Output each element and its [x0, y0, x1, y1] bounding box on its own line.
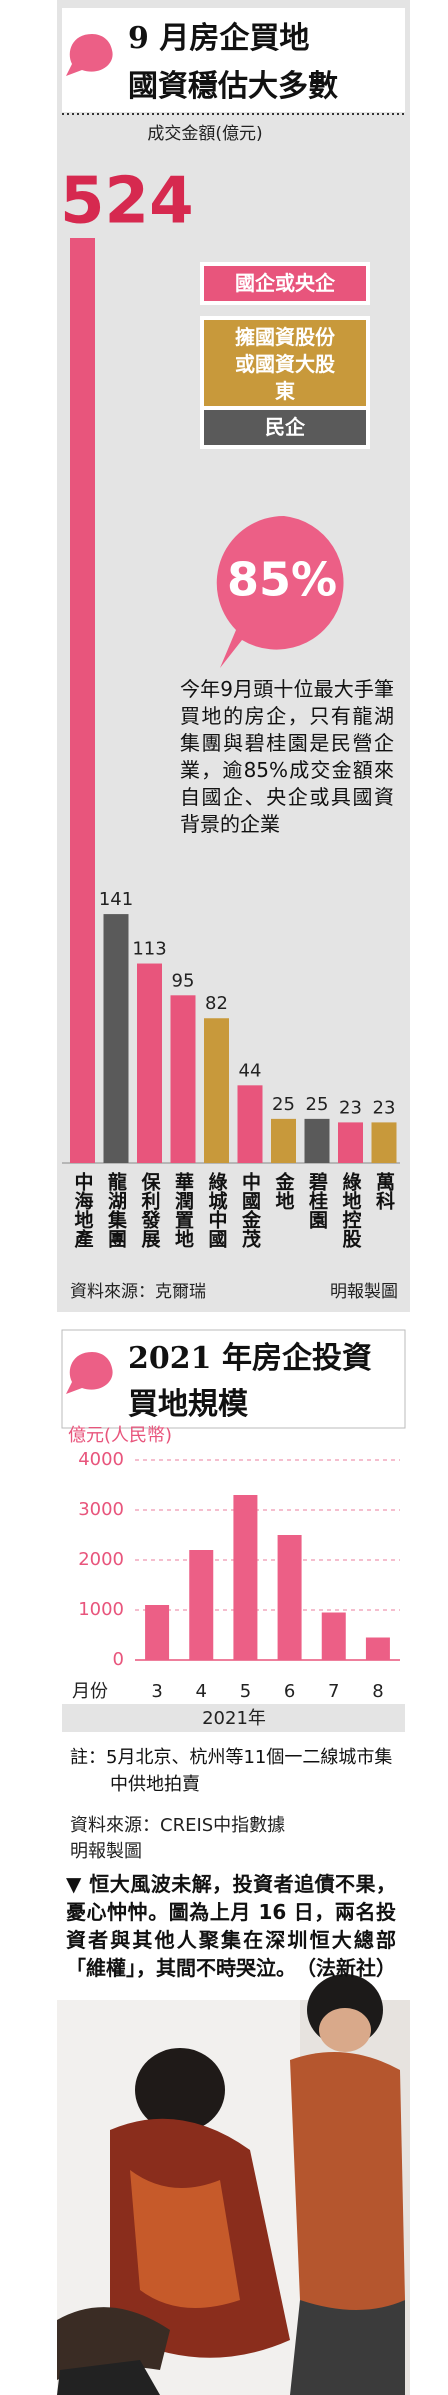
bar	[277, 1535, 302, 1660]
bar	[338, 1122, 363, 1163]
chart-title: 買地規模	[128, 1387, 248, 1422]
bar	[237, 1085, 263, 1163]
annotation: 今年9月頭十位最大手筆買地的房企，只有龍湖集團與碧桂園是民營企業，逾85%成交金…	[180, 677, 394, 836]
x-tick-label: 碧桂園	[306, 1171, 329, 1230]
title-box	[61, 1329, 406, 1429]
photo	[57, 1974, 410, 2395]
bar	[189, 1550, 214, 1660]
value-label: 95	[172, 970, 195, 991]
x-tick-label: 龍湖集團	[105, 1171, 128, 1249]
x-tick-label: 3	[151, 1681, 162, 1702]
value-label: 25	[272, 1094, 295, 1115]
x-tick-label: 中國金茂	[239, 1171, 262, 1249]
y-tick-label: 4000	[78, 1449, 124, 1470]
bar	[137, 963, 162, 1163]
y-tick-label: 0	[113, 1649, 124, 1670]
bar	[365, 1637, 390, 1660]
bar	[145, 1605, 170, 1660]
x-tick-label: 綠地控股	[340, 1171, 362, 1249]
x-tick-label: 金地	[273, 1171, 296, 1210]
note: 註：5月北京、杭州等11個一二線城市集中供地拍賣	[70, 1747, 393, 1795]
legs	[290, 2300, 405, 2395]
bar	[233, 1495, 258, 1660]
bar	[271, 1118, 296, 1163]
callout: 85%	[227, 553, 337, 607]
x-tick-label: 萬科	[373, 1172, 395, 1211]
y-tick-label: 2000	[78, 1549, 124, 1570]
source: 資料來源：CREIS中指數據	[70, 1815, 285, 1836]
value-label: 141	[99, 889, 133, 910]
legs	[57, 2307, 170, 2380]
value-label: 25	[306, 1094, 329, 1115]
bar	[70, 238, 95, 1163]
value-label: 82	[205, 993, 228, 1014]
value-label: 44	[239, 1060, 262, 1081]
sandals	[57, 2360, 160, 2395]
axis-label: 成交金額(億元)	[147, 124, 262, 144]
legend-entry: 民企	[200, 406, 370, 449]
x-tick-label: 4	[196, 1681, 207, 1702]
face	[319, 2008, 371, 2052]
x-tick-label: 華潤置地	[172, 1171, 194, 1248]
title-box	[62, 8, 405, 112]
title-icon	[66, 34, 113, 76]
y-tick-label: 1000	[78, 1599, 124, 1620]
legend-entry: 國企或央企	[200, 262, 370, 305]
x-tick-label: 7	[328, 1681, 339, 1702]
callout-bubble	[216, 515, 344, 668]
x-tick-label: 中海地產	[72, 1171, 94, 1249]
axis-label: 億元(人民幣)	[68, 1425, 172, 1446]
category-label: 月份	[72, 1681, 108, 1702]
chart-title: 國資穩估大多數	[128, 69, 338, 104]
person-body	[290, 2052, 405, 2315]
chart-title: 9 月房企買地	[128, 21, 309, 56]
x-tick-label: 6	[284, 1681, 295, 1702]
bar	[103, 914, 129, 1163]
x-tick-label: 綠城中國	[206, 1171, 228, 1249]
xlabel-band	[62, 1704, 405, 1732]
value-label: 113	[132, 939, 166, 960]
bar	[170, 995, 196, 1163]
chart-title: 2021 年房企投資	[128, 1341, 372, 1376]
x-tick-label: 5	[240, 1681, 251, 1702]
bar	[204, 1018, 229, 1163]
y-tick-label: 3000	[78, 1499, 124, 1520]
source: 資料來源：克爾瑞	[70, 1282, 206, 1302]
photo-caption: ▼ 恒大風波未解，投資者追債不果，憂心忡忡。圖為上月 16 日，兩名投資者與其他…	[66, 1872, 396, 1980]
x-axis-label: 2021年	[202, 1708, 266, 1729]
bar	[371, 1122, 397, 1163]
x-tick-label: 8	[372, 1681, 383, 1702]
value-label: 23	[339, 1097, 362, 1118]
value-label: 23	[373, 1097, 396, 1118]
person-head	[135, 2048, 225, 2132]
value-label: 524	[60, 165, 194, 239]
legend-entry: 擁國資股份或國資大股東	[200, 316, 370, 413]
credit: 明報製圖	[70, 1841, 142, 1862]
bar	[321, 1612, 346, 1660]
title-icon	[66, 1352, 113, 1394]
bar	[304, 1118, 330, 1163]
dress-pattern	[130, 2170, 240, 2308]
x-tick-label: 保利發展	[139, 1171, 162, 1249]
credit: 明報製圖	[330, 1282, 398, 1302]
